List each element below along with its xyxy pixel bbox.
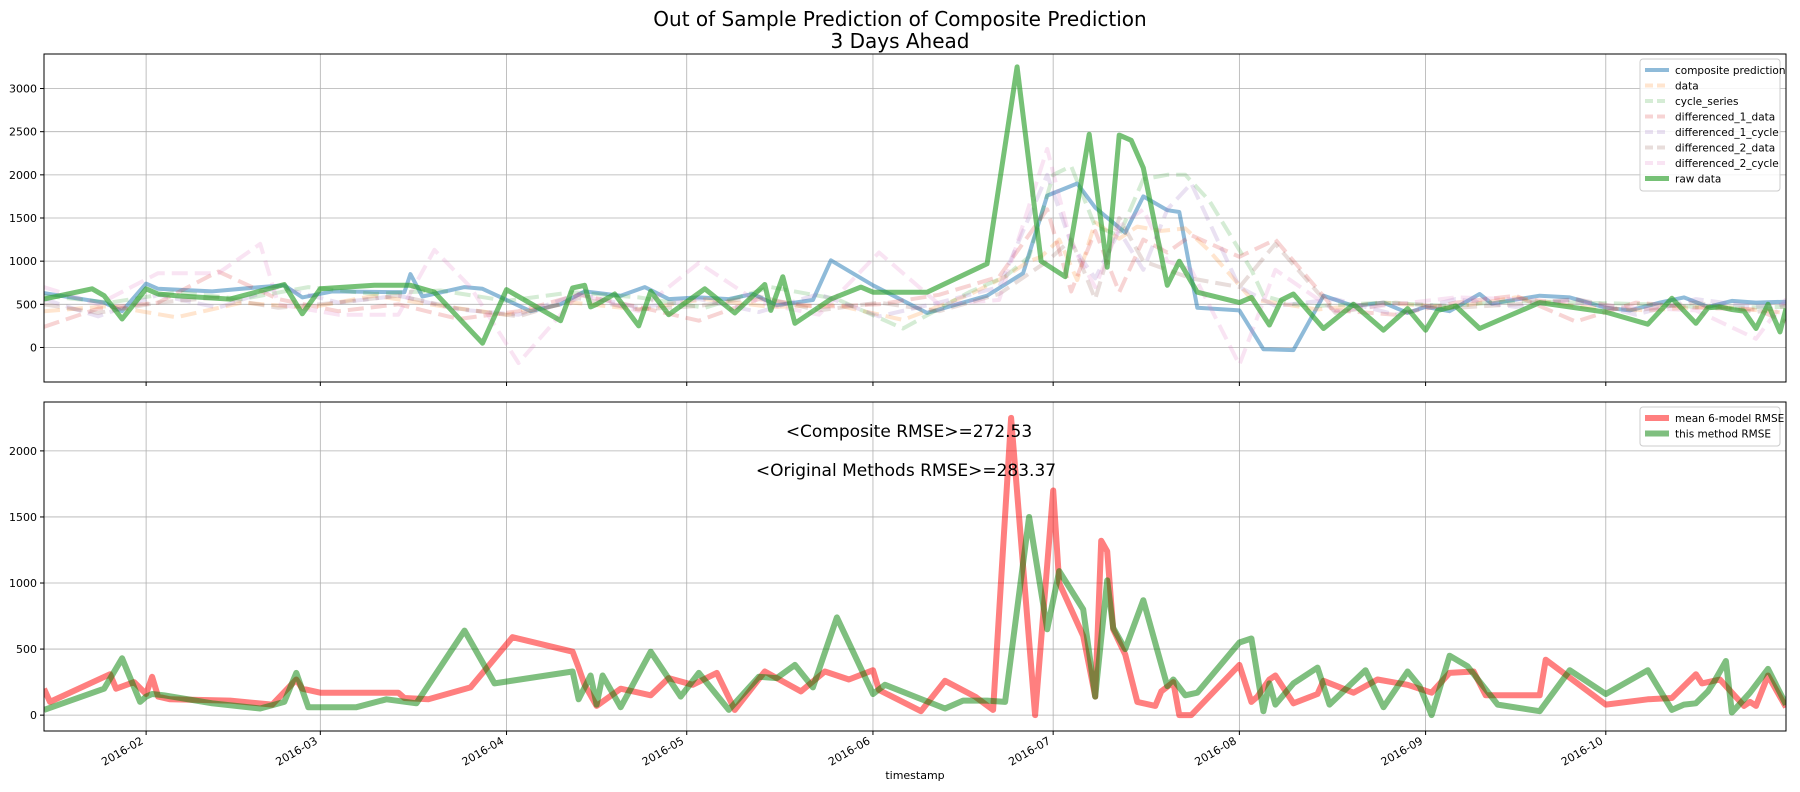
series-group	[44, 64, 1786, 367]
x-axis-label: timestamp	[885, 769, 944, 782]
grid	[44, 54, 1786, 382]
series-line-mean-6-model-rmse	[44, 414, 1786, 719]
axes-frame	[43, 401, 1787, 732]
x-tick-label: 2016-09	[1379, 734, 1425, 768]
y-tick-label: 1000	[9, 577, 37, 590]
x-tick-label: 2016-02	[99, 734, 145, 768]
rmse-annotation: <Original Methods RMSE>=283.37	[756, 461, 1056, 481]
y-tick-label: 2000	[9, 169, 37, 182]
x-tick-label: 2016-05	[640, 734, 686, 768]
legend-label: data	[1675, 81, 1699, 93]
series-line-this-method-rmse	[44, 514, 1786, 719]
y-tick-label: 0	[30, 341, 37, 354]
y-tick-label: 2000	[9, 445, 37, 458]
series-line-differenced-2-data	[44, 216, 1786, 319]
figure-title-line2: 3 Days Ahead	[831, 29, 970, 53]
x-tick-label: 2016-08	[1193, 734, 1239, 768]
top-axes: 0 500 1000 1500 2000 2500 3000 composite predic…	[9, 53, 1787, 386]
y-tick-label: 500	[16, 298, 37, 311]
legend-label: differenced_2_data	[1675, 143, 1775, 155]
y-tick-label: 1000	[9, 255, 37, 268]
legend-label: differenced_2_cycle	[1675, 158, 1779, 170]
y-tick-label: 2500	[9, 126, 37, 139]
legend-label: differenced_1_cycle	[1675, 127, 1779, 139]
x-tick-label: 2016-06	[826, 734, 872, 768]
legend-label: composite prediction	[1675, 65, 1786, 77]
series-line-composite-prediction	[44, 181, 1786, 353]
series-group	[44, 414, 1786, 719]
series-line-raw-data	[44, 64, 1786, 346]
series-line-differenced-1-data	[44, 207, 1786, 329]
legend-label: cycle_series	[1675, 96, 1738, 108]
x-tick-label: 2016-10	[1559, 734, 1605, 768]
legend-label: raw data	[1675, 174, 1721, 186]
y-tick-label: 1500	[9, 511, 37, 524]
series-line-differenced-2-cycle	[44, 146, 1786, 367]
figure-title-line1: Out of Sample Prediction of Composite Pr…	[653, 7, 1146, 31]
legend-label: mean 6-model RMSE	[1675, 413, 1784, 425]
grid	[44, 402, 1786, 731]
legend-box	[1639, 58, 1781, 192]
series-line-differenced-1-cycle	[44, 172, 1786, 319]
bottom-axes: 0 500 1000 1500 2000 2016-02 2016-03 2016-04 201…	[9, 401, 1787, 782]
y-tick-label: 3000	[9, 83, 37, 96]
x-tick-label: 2016-04	[460, 734, 506, 768]
legend: mean 6-model RMSE this method RMSE	[1639, 406, 1784, 447]
legend-label: this method RMSE	[1675, 429, 1771, 441]
x-tick-label: 2016-03	[274, 734, 320, 768]
y-tick-label: 500	[16, 643, 37, 656]
y-tick-label: 0	[30, 709, 37, 722]
legend-box	[1639, 406, 1781, 447]
x-tick-label: 2016-07	[1006, 734, 1052, 768]
series-line-cycle-series	[44, 164, 1786, 331]
rmse-annotation: <Composite RMSE>=272.53	[786, 422, 1032, 442]
legend: composite prediction data cycle_seriesdiff…	[1639, 58, 1786, 192]
y-tick-label: 1500	[9, 212, 37, 225]
legend-label: differenced_1_data	[1675, 112, 1775, 124]
